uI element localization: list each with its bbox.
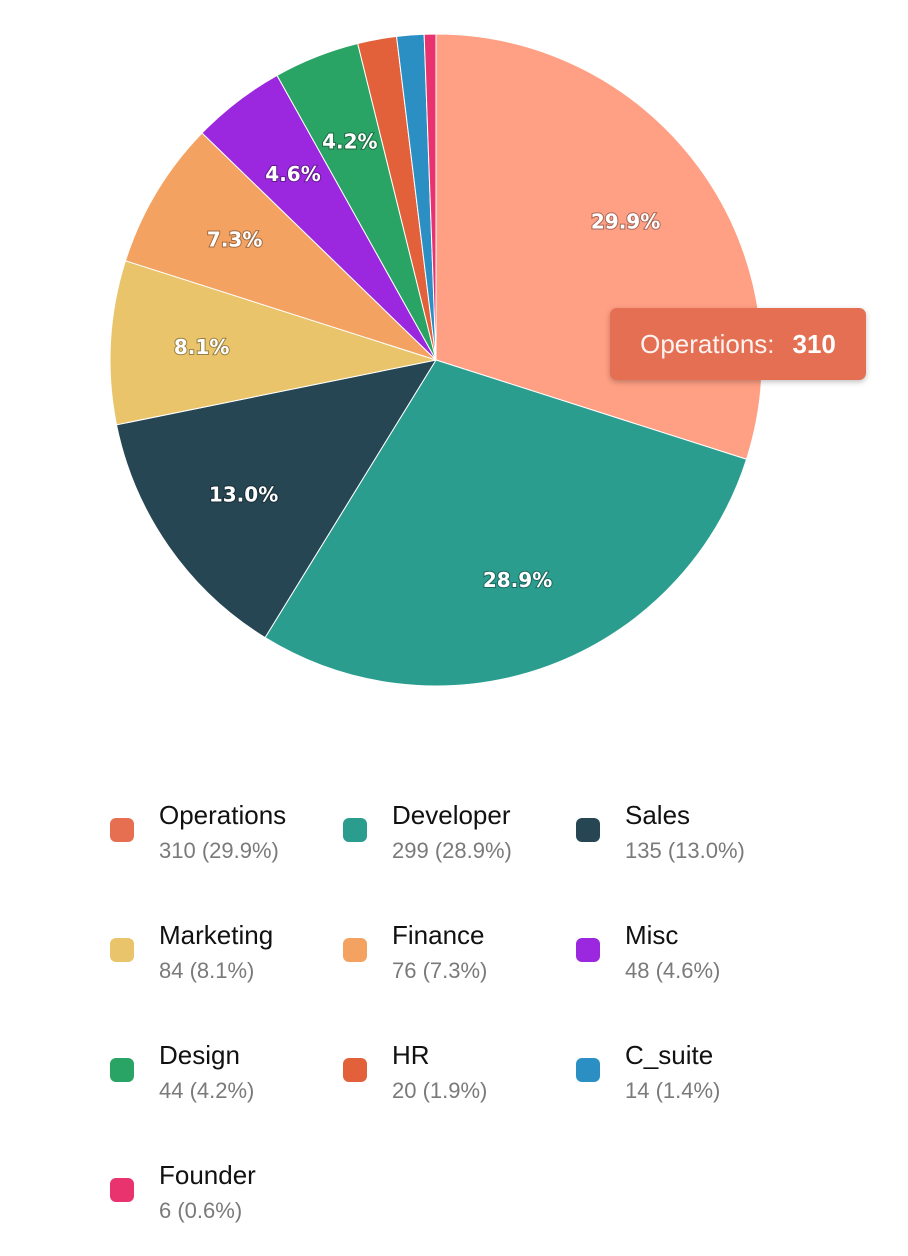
legend-item-founder[interactable]: Founder 6 (0.6%)	[110, 1158, 343, 1242]
slice-label-finance: 7.3%	[207, 227, 262, 251]
legend-text: Sales 135 (13.0%)	[625, 798, 745, 868]
legend-swatch-c-suite	[576, 1058, 600, 1082]
legend-value: 14 (1.4%)	[625, 1078, 721, 1103]
legend-value: 6 (0.6%)	[159, 1198, 243, 1223]
slice-label-sales: 13.0%	[209, 482, 278, 506]
legend-item-misc[interactable]: Misc 48 (4.6%)	[576, 918, 809, 1002]
slice-label-design: 4.2%	[322, 130, 377, 154]
legend-text: Founder 6 (0.6%)	[159, 1158, 256, 1228]
legend-item-c-suite[interactable]: C_suite 14 (1.4%)	[576, 1038, 809, 1122]
pie-labels: 29.9% 28.9% 13.0% 8.1% 7.3% 4.6%4.2%	[173, 129, 661, 593]
slice-label-operations: 29.9%	[591, 210, 660, 234]
slice-label-misc: 4.6%	[265, 162, 320, 186]
legend-item-hr[interactable]: HR 20 (1.9%)	[343, 1038, 576, 1122]
legend-name: Developer	[392, 800, 511, 830]
legend-item-operations[interactable]: Operations 310 (29.9%)	[110, 798, 343, 882]
legend-text: Operations 310 (29.9%)	[159, 798, 286, 868]
legend-text: HR 20 (1.9%)	[392, 1038, 487, 1108]
slice-label-developer: 28.9%	[483, 568, 552, 592]
legend-name: C_suite	[625, 1040, 714, 1070]
legend-swatch-operations	[110, 818, 134, 842]
legend-text: Design 44 (4.2%)	[159, 1038, 254, 1108]
legend-value: 76 (7.3%)	[392, 958, 488, 983]
legend-item-sales[interactable]: Sales 135 (13.0%)	[576, 798, 809, 882]
legend-name: Misc	[625, 920, 679, 950]
legend-value: 48 (4.6%)	[625, 958, 721, 983]
legend-name: Founder	[159, 1160, 256, 1190]
legend-swatch-developer	[343, 818, 367, 842]
legend-name: Sales	[625, 800, 691, 830]
legend-text: Marketing 84 (8.1%)	[159, 918, 273, 988]
legend-text: Misc 48 (4.6%)	[625, 918, 720, 988]
legend-swatch-misc	[576, 938, 600, 962]
legend-text: C_suite 14 (1.4%)	[625, 1038, 720, 1108]
slice-label-marketing: 8.1%	[174, 335, 229, 359]
slice-founder[interactable]	[423, 33, 437, 361]
legend-swatch-sales	[576, 818, 600, 842]
legend-swatch-finance	[343, 938, 367, 962]
tooltip-label: Operations:	[640, 328, 775, 359]
legend-text: Finance 76 (7.3%)	[392, 918, 487, 988]
legend-swatch-founder	[110, 1178, 134, 1202]
legend-item-developer[interactable]: Developer 299 (28.9%)	[343, 798, 576, 882]
legend-value: 84 (8.1%)	[159, 958, 255, 983]
legend-name: Design	[159, 1040, 240, 1070]
legend-item-marketing[interactable]: Marketing 84 (8.1%)	[110, 918, 343, 1002]
slice-developer[interactable]	[264, 359, 748, 687]
legend-swatch-marketing	[110, 938, 134, 962]
legend-name: Marketing	[159, 920, 274, 950]
legend-swatch-hr	[343, 1058, 367, 1082]
slice-sales[interactable]	[115, 359, 438, 639]
legend-item-design[interactable]: Design 44 (4.2%)	[110, 1038, 343, 1122]
legend-value: 299 (28.9%)	[392, 838, 512, 863]
tooltip-value: 310	[792, 328, 836, 359]
legend-name: HR	[392, 1040, 430, 1070]
chart-legend: Operations 310 (29.9%) Developer 299 (28.9%…	[110, 798, 830, 1242]
slice-finance[interactable]	[124, 132, 437, 361]
legend-value: 310 (29.9%)	[159, 838, 279, 863]
legend-item-finance[interactable]: Finance 76 (7.3%)	[343, 918, 576, 1002]
legend-swatch-design	[110, 1058, 134, 1082]
legend-value: 135 (13.0%)	[625, 838, 745, 863]
legend-value: 20 (1.9%)	[392, 1078, 488, 1103]
legend-name: Operations	[159, 800, 287, 830]
tooltip-operations: Operations: 310	[610, 308, 866, 380]
legend-name: Finance	[392, 920, 485, 950]
legend-text: Developer 299 (28.9%)	[392, 798, 512, 868]
slice-marketing[interactable]	[109, 260, 438, 426]
legend-value: 44 (4.2%)	[159, 1078, 255, 1103]
